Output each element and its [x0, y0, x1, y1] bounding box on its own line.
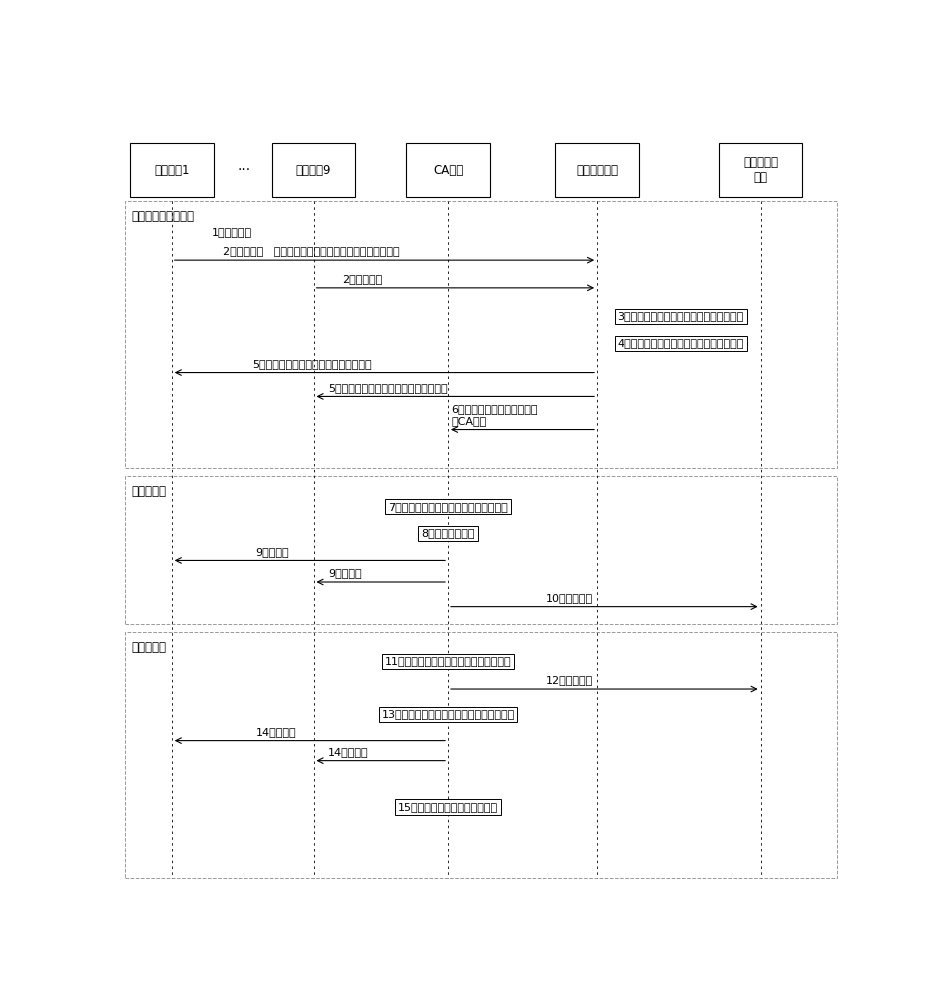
Bar	[406, 143, 490, 197]
Text: 4）根据冗余配比和区域数量划分硬盘分组: 4）根据冗余配比和区域数量划分硬盘分组	[617, 338, 744, 348]
Text: 系统上电初始化过程: 系统上电初始化过程	[131, 210, 195, 223]
Text: 1）系统启动: 1）系统启动	[212, 227, 252, 237]
Bar	[125, 476, 837, 624]
Text: 11）接收到来自客户端的读数据业务请求: 11）接收到来自客户端的读数据业务请求	[385, 656, 511, 666]
Text: 14）读数据: 14）读数据	[255, 727, 296, 737]
Text: 14）读数据: 14）读数据	[328, 747, 369, 757]
Bar	[555, 143, 639, 197]
Text: 7）接收到来自客户端的写数据业务请求: 7）接收到来自客户端的写数据业务请求	[388, 502, 507, 512]
Bar	[125, 201, 837, 468]
Text: 2）心跳消息   携带本存储节点的硬盘列表、节点所属区域: 2）心跳消息 携带本存储节点的硬盘列表、节点所属区域	[222, 246, 400, 256]
Text: 2）心跳消息: 2）心跳消息	[342, 274, 383, 284]
Text: 12）读元数据: 12）读元数据	[546, 675, 594, 685]
Bar	[272, 143, 356, 197]
Text: 10）写元数据: 10）写元数据	[546, 593, 593, 603]
Text: 写数据过程: 写数据过程	[131, 485, 167, 498]
Text: 13）根据元数据得到对应文件所在硬盘分组: 13）根据元数据得到对应文件所在硬盘分组	[382, 709, 515, 719]
Bar	[125, 632, 837, 878]
Text: 9）写数据: 9）写数据	[255, 547, 289, 557]
Text: 存储节点9: 存储节点9	[295, 164, 331, 177]
Text: 存储节点1: 存储节点1	[154, 164, 189, 177]
Text: 集群管理节点: 集群管理节点	[576, 164, 618, 177]
Bar	[130, 143, 214, 197]
Text: 6）节点信息和分组信息同步
到CA节点: 6）节点信息和分组信息同步 到CA节点	[452, 404, 538, 426]
Text: 8）选择硬盘分组: 8）选择硬盘分组	[421, 528, 475, 538]
Text: CA节点: CA节点	[433, 164, 463, 177]
Text: 5）节点信息和分组信息同步到存储节点: 5）节点信息和分组信息同步到存储节点	[251, 359, 371, 369]
Text: 3）在节点信息表中加入接收到的节点信息: 3）在节点信息表中加入接收到的节点信息	[617, 311, 744, 321]
Text: 元数据管理
节点: 元数据管理 节点	[743, 156, 779, 184]
Text: 5）节点信息和分组信息同步到存储节点: 5）节点信息和分组信息同步到存储节点	[328, 383, 447, 393]
Bar	[719, 143, 802, 197]
Text: 15）将读到的数据返回给客户端: 15）将读到的数据返回给客户端	[398, 802, 498, 812]
Text: ···: ···	[238, 163, 251, 177]
Text: 读数据过程: 读数据过程	[131, 641, 167, 654]
Text: 9）写数据: 9）写数据	[328, 568, 362, 578]
